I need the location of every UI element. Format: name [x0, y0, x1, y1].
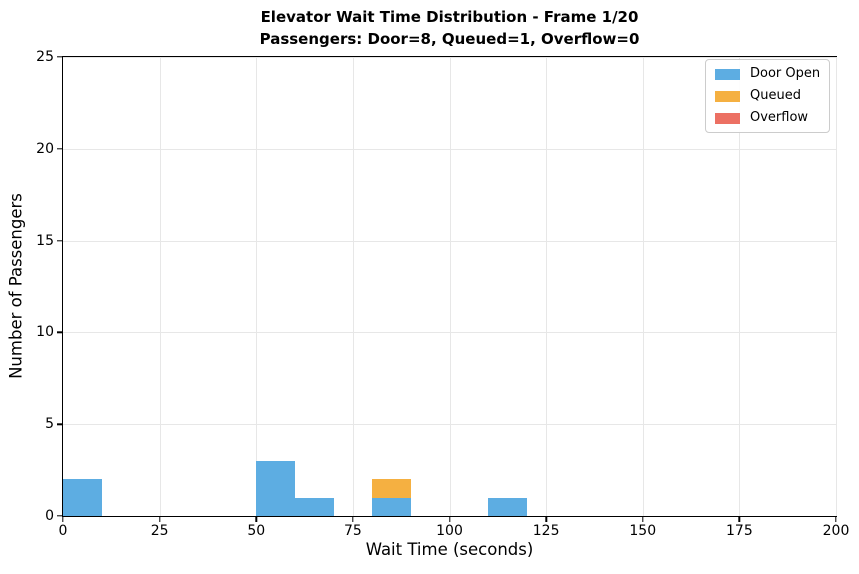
- x-tick-mark: [448, 517, 451, 522]
- x-gridline: [836, 57, 837, 516]
- x-gridline: [449, 57, 451, 516]
- x-tick-mark: [158, 517, 161, 522]
- y-tick-label: 20: [36, 140, 54, 157]
- legend-label: Overflow: [750, 110, 809, 125]
- y-tick-mark: [57, 515, 62, 517]
- legend-swatch-queued: [715, 90, 740, 102]
- bar-queued: [372, 479, 411, 498]
- x-tick-label: 125: [532, 523, 560, 539]
- x-tick-label: 50: [247, 523, 266, 539]
- x-gridline: [256, 57, 258, 516]
- x-tick-label: 200: [822, 523, 850, 539]
- x-tick-mark: [835, 517, 837, 522]
- x-gridline: [159, 57, 161, 516]
- x-tick-label: 0: [58, 523, 68, 539]
- x-tick-mark: [352, 517, 354, 522]
- y-axis-label: Number of Passengers: [6, 193, 26, 379]
- y-tick-label: 25: [36, 49, 54, 65]
- y-tick-label: 0: [45, 508, 54, 524]
- x-tick-label: 150: [629, 523, 657, 539]
- chart-title: Elevator Wait Time Distribution - Frame …: [260, 8, 639, 26]
- x-tick-mark: [738, 517, 741, 522]
- chart-subtitle: Passengers: Door=8, Queued=1, Overflow=0: [259, 30, 640, 48]
- x-tick-label: 175: [726, 523, 753, 539]
- legend-swatch-overflow: [715, 112, 740, 124]
- y-tick-mark: [57, 331, 62, 334]
- y-tick-label: 15: [36, 232, 54, 249]
- y-tick-mark: [57, 148, 62, 150]
- legend-entry: Overflow: [715, 110, 820, 126]
- bar-door-open: [488, 497, 527, 516]
- x-gridline: [352, 57, 354, 516]
- legend-label: Queued: [750, 88, 801, 103]
- x-tick-label: 75: [343, 523, 362, 539]
- bar-door-open: [63, 479, 102, 516]
- chart-title-block: Elevator Wait Time Distribution - Frame …: [62, 6, 837, 50]
- x-axis-label: Wait Time (seconds): [365, 540, 534, 559]
- x-tick-label: 100: [436, 523, 463, 539]
- legend: Door Open Queued Overflow: [705, 59, 831, 133]
- x-tick-label: 25: [150, 523, 169, 539]
- y-tick-label: 10: [36, 324, 54, 341]
- x-tick-mark: [255, 517, 257, 522]
- y-tick-mark: [57, 239, 62, 242]
- y-tick-mark: [57, 56, 62, 58]
- legend-swatch-door-open: [715, 68, 740, 80]
- x-tick-mark: [642, 517, 644, 522]
- legend-entry: Queued: [715, 88, 820, 104]
- bar-door-open: [294, 497, 334, 516]
- x-tick-mark: [545, 517, 547, 522]
- bar-door-open: [372, 497, 411, 516]
- x-gridline: [546, 57, 548, 516]
- bar-door-open: [256, 460, 295, 516]
- legend-label: Door Open: [750, 66, 821, 81]
- x-gridline: [739, 57, 741, 516]
- y-tick-mark: [57, 423, 62, 425]
- x-tick-mark: [62, 517, 64, 522]
- y-tick-label: 5: [45, 416, 54, 433]
- legend-entry: Door Open: [715, 66, 820, 82]
- x-gridline: [642, 57, 644, 516]
